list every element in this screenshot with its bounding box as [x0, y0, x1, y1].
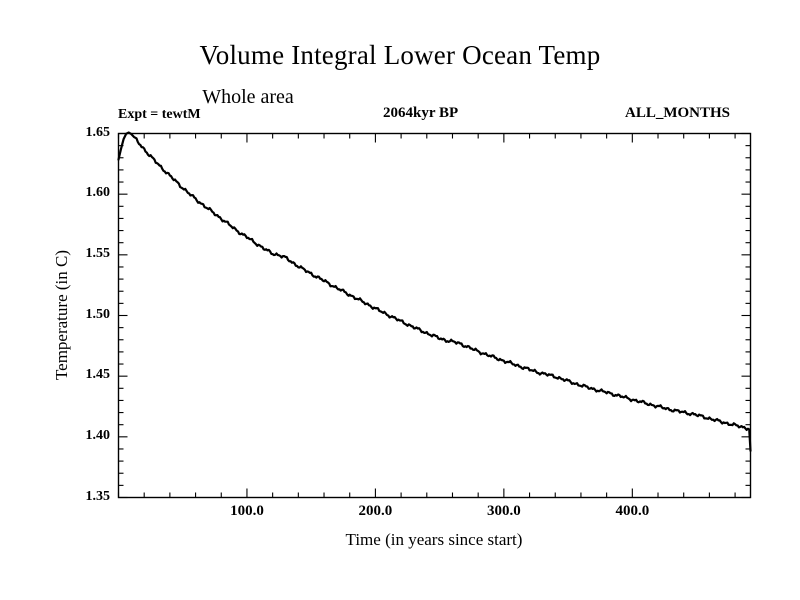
axis-frame [117, 132, 752, 499]
data-series-group [117, 131, 752, 452]
y-tick-label: 1.65 [85, 124, 111, 140]
y-tick-label: 1.55 [85, 245, 111, 261]
y-tick-label: 1.45 [85, 367, 111, 383]
x-axis-label: Time (in years since start) [345, 530, 523, 549]
x-tick-label: 100.0 [230, 503, 264, 519]
data-line-0 [117, 131, 752, 452]
x-tick-label: 300.0 [486, 503, 521, 519]
y-tick-label: 1.35 [85, 488, 111, 504]
y-tick-label: 1.60 [85, 185, 111, 201]
annotation-experiment: Expt = tewtM [118, 107, 201, 122]
x-tick-label: 200.0 [358, 503, 393, 519]
y-tick-label: 1.40 [85, 427, 111, 443]
annotation-months: ALL_MONTHS [625, 105, 731, 121]
chart-title: Volume Integral Lower Ocean Temp [199, 40, 601, 70]
annotation-age: 2064kyr BP [383, 105, 459, 121]
y-tick-label: 1.50 [85, 306, 111, 322]
axis-tick-marks [117, 132, 751, 499]
chart-subtitle: Whole area [202, 86, 294, 108]
x-tick-label: 400.0 [615, 503, 650, 519]
